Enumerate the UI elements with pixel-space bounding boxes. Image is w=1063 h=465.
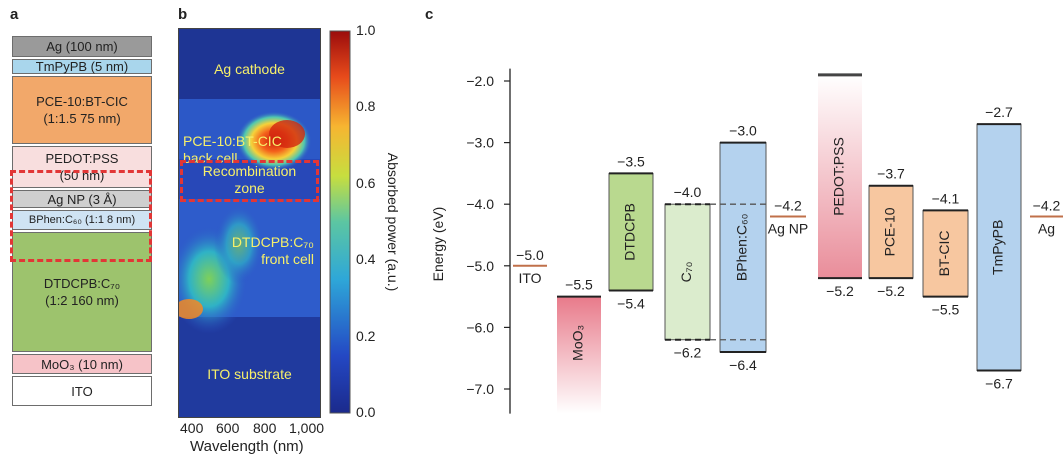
level-7-bottom-label: −5.2: [877, 283, 905, 299]
heatmap-image: [179, 29, 320, 417]
layer-6: DTDCPB:C₇₀ (1:2 160 nm): [12, 232, 152, 352]
level-1-box: [557, 296, 601, 414]
panel-b-label: b: [178, 6, 188, 23]
recombination-label: Recombination zone: [202, 163, 297, 196]
cb-tick-0.0: 0.0: [356, 404, 376, 420]
level-9-top-label: −2.7: [985, 104, 1013, 120]
recombination-highlight-a: [10, 170, 152, 262]
level-2-top-label: −3.5: [617, 153, 645, 169]
cb-tick-0.8: 0.8: [356, 98, 376, 114]
heatmap-xlabel: Wavelength (nm): [190, 438, 304, 455]
ytick-label-4: −6.0: [466, 319, 494, 335]
level-9-name: TmPyPB: [990, 220, 1006, 275]
level-6-box: [818, 74, 862, 279]
level-3-top-label: −4.0: [674, 184, 702, 200]
colorbar: [329, 30, 351, 414]
level-0-value: −5.0: [516, 247, 544, 263]
xtick-400: 400: [180, 420, 204, 436]
device-stack: Ag (100 nm) TmPyPB (5 nm) PCE-10:BT-CIC (1…: [12, 36, 152, 408]
level-8-name: BT-CIC: [936, 231, 952, 277]
level-8-top-label: −4.1: [932, 190, 960, 206]
ytick-label-1: −3.0: [466, 135, 494, 151]
level-8-box: [922, 209, 969, 298]
layer-1: TmPyPB (5 nm): [12, 59, 152, 74]
layer-7: MoO₃ (10 nm): [12, 354, 152, 374]
level-9-bottom-label: −6.7: [985, 376, 1013, 392]
xtick-600: 600: [216, 420, 240, 436]
level-4-top-label: −3.0: [729, 123, 757, 139]
level-3-name: C₇₀: [678, 261, 694, 282]
ytick-label-3: −5.0: [466, 258, 494, 274]
level-7-top-label: −3.7: [877, 166, 905, 182]
level-5-value: −4.2: [774, 198, 802, 214]
recombination-highlight-b: [180, 160, 319, 202]
xtick-1000: 1,000: [289, 420, 325, 436]
ito-substrate-label: ITO substrate: [207, 366, 292, 382]
level-9-box: [976, 123, 1022, 372]
level-6-bottom-label: −5.2: [826, 283, 854, 299]
level-8-bottom-label: −5.5: [932, 302, 960, 318]
panel-c-label: c: [425, 6, 434, 23]
level-1-top-label: −5.5: [565, 277, 593, 293]
level-4-box: [719, 142, 767, 353]
ag-cathode-label: Ag cathode: [214, 61, 285, 77]
absorption-heatmap: Ag cathode PCE-10:BT-CIC back cell Recom…: [178, 28, 321, 418]
level-2-bottom-label: −5.4: [617, 295, 645, 311]
cb-tick-0.2: 0.2: [356, 328, 376, 344]
layer-2: PCE-10:BT-CIC (1:1.5 75 nm): [12, 76, 152, 144]
level-2-box: [608, 172, 654, 291]
layer-0: Ag (100 nm): [12, 36, 152, 57]
cb-tick-0.6: 0.6: [356, 175, 376, 191]
ytick-label-2: −4.0: [466, 196, 494, 212]
level-3-bottom-label: −6.2: [674, 345, 702, 361]
layer-8: ITO: [12, 376, 152, 406]
cb-tick-1.0: 1.0: [356, 22, 376, 38]
layer-5: BPhen:C₆₀ (1:1 8 nm): [12, 210, 152, 230]
front-cell-label: DTDCPB:C₇₀ front cell: [231, 234, 314, 267]
layer-3: PEDOT:PSS (50 nm): [12, 146, 152, 188]
level-7-name: PCE-10: [882, 207, 898, 256]
ytick-label-0: −2.0: [466, 73, 494, 89]
level-0-name: ITO: [518, 270, 541, 286]
level-10-name: Ag: [1038, 221, 1055, 237]
level-6-name: PEDOT:PSS: [831, 137, 847, 216]
level-1-name: MoO₃: [570, 325, 586, 361]
level-4-name: BPhen:C₆₀: [734, 213, 750, 281]
level-4-bottom-label: −6.4: [729, 357, 757, 373]
panel-a-label: a: [10, 6, 19, 23]
ytick-label-5: −7.0: [466, 381, 494, 397]
level-10-value: −4.2: [1033, 198, 1061, 214]
layer-4: Ag NP (3 Å): [12, 190, 152, 208]
xtick-800: 800: [253, 420, 277, 436]
level-5-name: Ag NP: [768, 221, 808, 237]
level-2-name: DTDCPB: [622, 203, 638, 261]
cb-tick-0.4: 0.4: [356, 251, 376, 267]
